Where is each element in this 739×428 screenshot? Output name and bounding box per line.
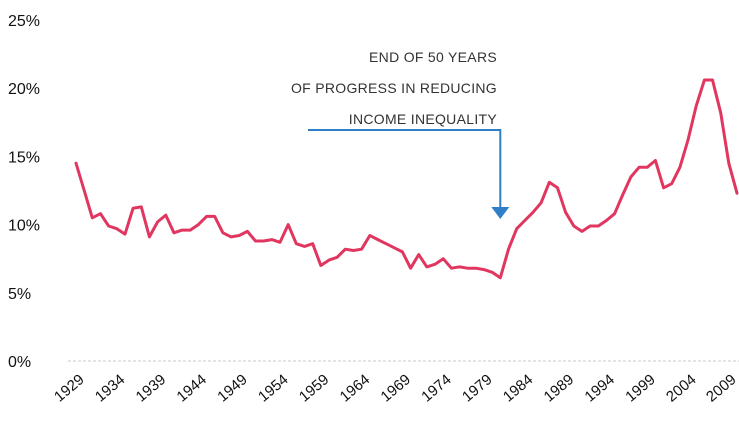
x-tick-label: 1984 xyxy=(500,371,536,405)
y-tick-label: 5% xyxy=(8,286,31,303)
x-tick-label: 2009 xyxy=(703,371,739,405)
x-tick-label: 1974 xyxy=(418,371,454,405)
x-tick-label: 1964 xyxy=(337,371,373,405)
x-tick-label: 1999 xyxy=(622,371,658,405)
x-tick-label: 2004 xyxy=(663,371,699,405)
x-tick-label: 1954 xyxy=(255,371,291,405)
annotation-line-2: OF PROGRESS IN REDUCING xyxy=(291,80,497,96)
x-tick-label: 1949 xyxy=(214,371,250,405)
x-tick-label: 1969 xyxy=(377,371,413,405)
x-tick-label: 1939 xyxy=(133,371,169,405)
x-tick-label: 1959 xyxy=(296,371,332,405)
annotation-line-3: INCOME INEQUALITY xyxy=(349,111,498,127)
annotation: END OF 50 YEARS OF PROGRESS IN REDUCING … xyxy=(291,49,510,219)
y-tick-label: 0% xyxy=(8,354,31,371)
y-tick-label: 10% xyxy=(8,218,40,235)
y-tick-label: 20% xyxy=(8,81,40,98)
x-tick-label: 1929 xyxy=(51,371,87,405)
income-share-line xyxy=(74,78,739,280)
y-tick-label: 15% xyxy=(8,149,40,166)
x-tick-label: 1989 xyxy=(541,371,577,405)
annotation-arrow-shaft xyxy=(308,129,502,207)
x-tick-label: 1934 xyxy=(92,371,128,405)
x-axis-ticks: 1929 1934 1939 1944 1949 1954 1959 1964 1969 1974… xyxy=(51,371,739,405)
y-tick-label: 25% xyxy=(8,13,40,30)
x-tick-label: 1994 xyxy=(581,371,617,405)
x-tick-label: 1944 xyxy=(173,371,209,405)
annotation-arrow-head xyxy=(491,207,510,219)
y-axis-ticks: 0% 5% 10% 15% 20% 25% xyxy=(8,13,40,371)
x-tick-label: 1979 xyxy=(459,371,495,405)
annotation-line-1: END OF 50 YEARS xyxy=(369,49,497,65)
